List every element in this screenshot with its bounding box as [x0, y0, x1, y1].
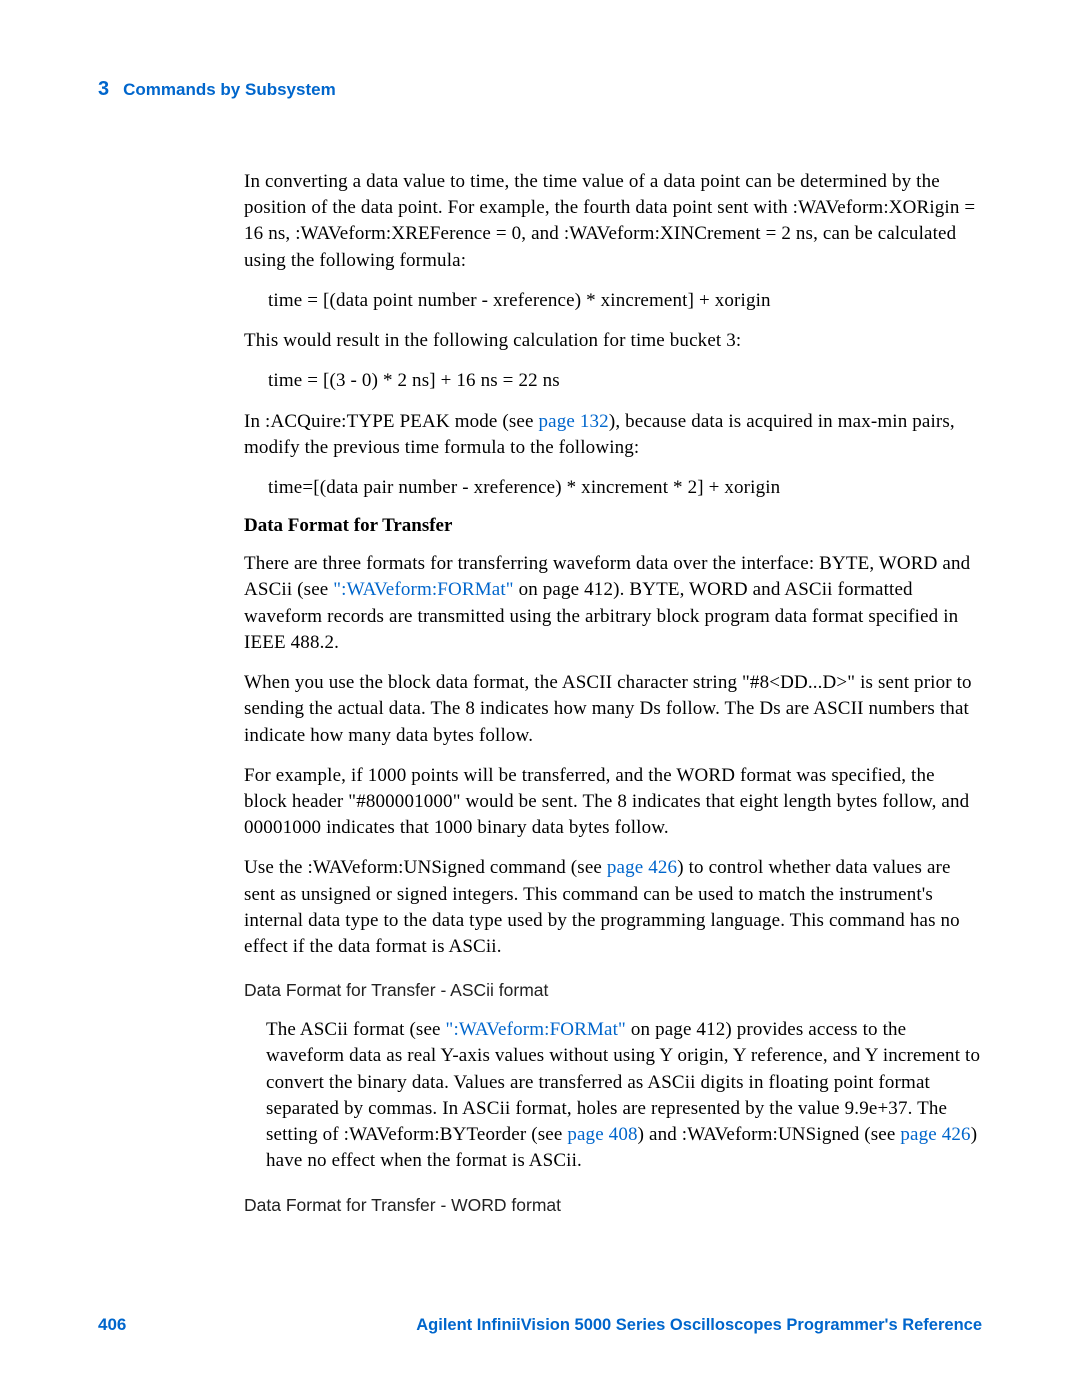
chapter-number: 3: [98, 78, 109, 101]
section-heading: Data Format for Transfer: [244, 515, 982, 537]
page-link[interactable]: page 426: [900, 1124, 970, 1145]
paragraph: Use the :WAVeform:UNSigned command (see …: [244, 855, 982, 960]
text-run: Use the :WAVeform:UNSigned command (see: [244, 857, 607, 878]
page-link[interactable]: ":WAVeform:FORMat": [446, 1019, 626, 1040]
formula: time=[(data pair number - xreference) * …: [268, 475, 982, 501]
paragraph: In :ACQuire:TYPE PEAK mode (see page 132…: [244, 409, 982, 461]
text-run: In :ACQuire:TYPE PEAK mode (see: [244, 411, 539, 432]
subsection: Data Format for Transfer - ASCii format …: [266, 980, 982, 1215]
formula: time = [(3 - 0) * 2 ns] + 16 ns = 22 ns: [268, 368, 982, 394]
paragraph: In converting a data value to time, the …: [244, 169, 982, 274]
chapter-title: Commands by Subsystem: [123, 80, 336, 100]
paragraph: There are three formats for transferring…: [244, 551, 982, 656]
page-link[interactable]: page 426: [607, 857, 677, 878]
page-link[interactable]: ":WAVeform:FORMat": [333, 579, 513, 600]
paragraph: For example, if 1000 points will be tran…: [244, 763, 982, 842]
subsection-heading: Data Format for Transfer - ASCii format: [244, 980, 982, 1001]
content-area: In converting a data value to time, the …: [244, 169, 982, 1216]
paragraph: When you use the block data format, the …: [244, 670, 982, 749]
text-run: ) and :WAVeform:UNSigned (see: [638, 1124, 901, 1145]
paragraph: This would result in the following calcu…: [244, 328, 982, 354]
paragraph: The ASCii format (see ":WAVeform:FORMat"…: [266, 1017, 982, 1174]
page-number: 406: [98, 1315, 126, 1335]
page-link[interactable]: page 408: [567, 1124, 637, 1145]
subsection-heading: Data Format for Transfer - WORD format: [244, 1195, 982, 1216]
page-footer: 406 Agilent InfiniiVision 5000 Series Os…: [98, 1315, 982, 1335]
page: 3 Commands by Subsystem In converting a …: [0, 0, 1080, 1397]
page-link[interactable]: page 132: [539, 411, 609, 432]
text-run: The ASCii format (see: [266, 1019, 446, 1040]
formula: time = [(data point number - xreference)…: [268, 288, 982, 314]
page-header: 3 Commands by Subsystem: [98, 78, 982, 101]
footer-title: Agilent InfiniiVision 5000 Series Oscill…: [416, 1316, 982, 1335]
